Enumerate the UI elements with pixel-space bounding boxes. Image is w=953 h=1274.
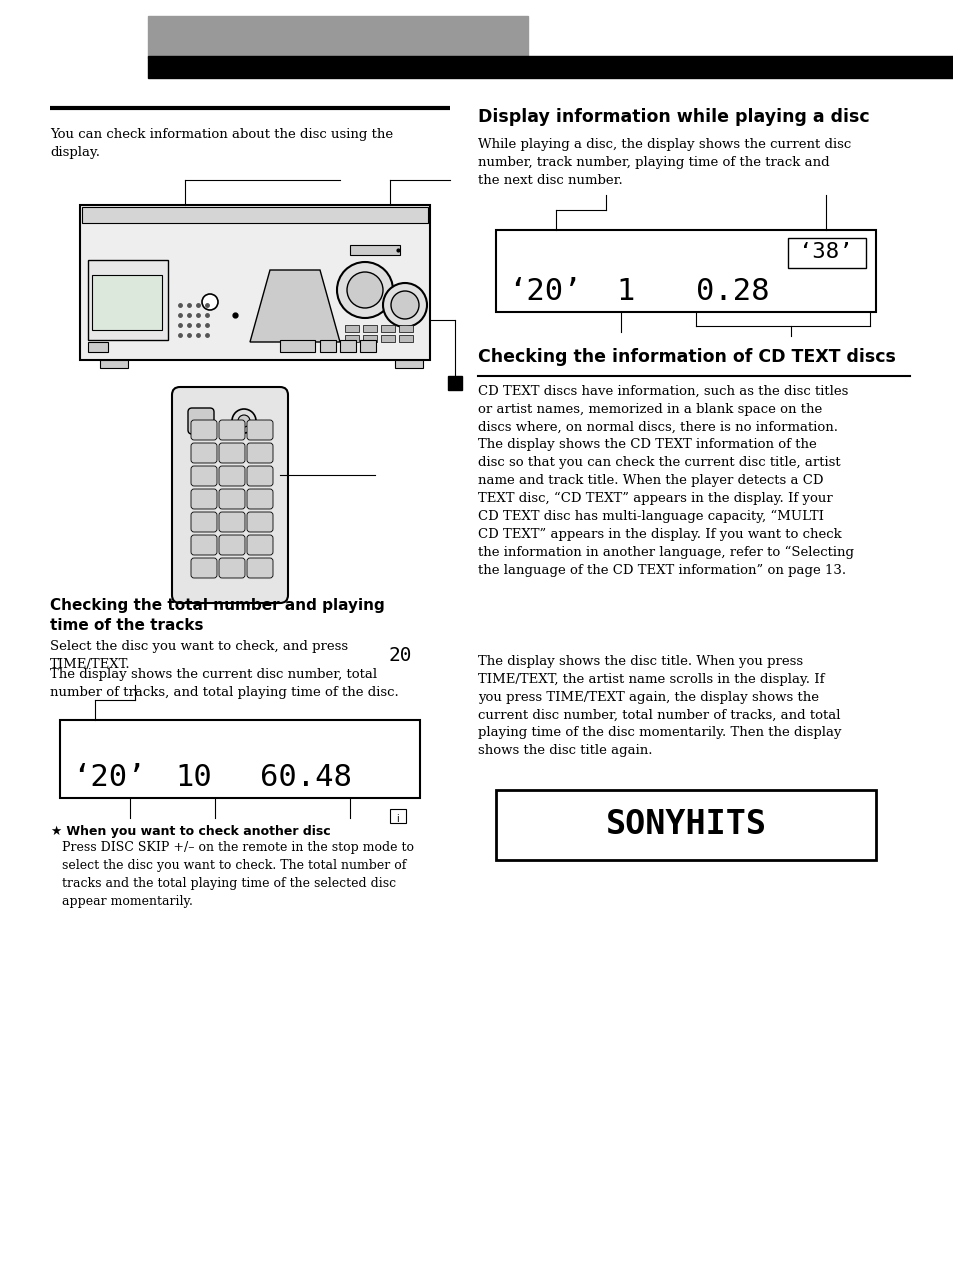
Text: You can check information about the disc using the
display.: You can check information about the disc…	[50, 127, 393, 159]
Bar	[363, 325, 376, 333]
Text: 20: 20	[388, 646, 412, 665]
Text: SONYHITS: SONYHITS	[605, 809, 765, 842]
FancyBboxPatch shape	[191, 558, 216, 578]
FancyBboxPatch shape	[247, 558, 273, 578]
Bar	[100, 361, 128, 368]
Bar	[148, 17, 527, 59]
FancyBboxPatch shape	[219, 512, 245, 533]
Text: The display shows the disc title. When you press
TIME/TEXT, the artist name scro: The display shows the disc title. When y…	[477, 655, 841, 757]
FancyBboxPatch shape	[191, 420, 216, 440]
Bar	[345, 335, 358, 341]
Text: 0.28: 0.28	[696, 276, 769, 306]
Text: 1: 1	[616, 276, 634, 306]
Text: Checking the information of CD TEXT discs: Checking the information of CD TEXT disc…	[477, 348, 895, 366]
FancyBboxPatch shape	[191, 489, 216, 510]
Text: 60.48: 60.48	[260, 763, 352, 792]
Bar	[88, 260, 168, 340]
Text: While playing a disc, the display shows the current disc
number, track number, p: While playing a disc, the display shows …	[477, 138, 850, 187]
Circle shape	[382, 283, 427, 327]
FancyBboxPatch shape	[188, 408, 213, 434]
Bar	[88, 341, 108, 352]
FancyBboxPatch shape	[219, 489, 245, 510]
Text: i: i	[396, 814, 399, 824]
Text: Display information while playing a disc: Display information while playing a disc	[477, 108, 869, 126]
Text: Select the disc you want to check, and press
TIME/TEXT.: Select the disc you want to check, and p…	[50, 640, 348, 671]
FancyBboxPatch shape	[247, 466, 273, 485]
Circle shape	[347, 273, 382, 308]
FancyBboxPatch shape	[191, 512, 216, 533]
Text: 10: 10	[174, 763, 212, 792]
Text: ‘20’: ‘20’	[507, 276, 581, 306]
Bar	[60, 720, 419, 798]
Bar	[319, 340, 335, 352]
Bar	[787, 238, 865, 268]
Bar	[82, 206, 428, 223]
Bar	[496, 790, 875, 860]
Bar	[380, 325, 395, 333]
Circle shape	[202, 294, 218, 310]
FancyBboxPatch shape	[172, 387, 288, 603]
Bar	[345, 325, 358, 333]
FancyBboxPatch shape	[219, 535, 245, 555]
FancyBboxPatch shape	[191, 535, 216, 555]
Circle shape	[237, 415, 250, 427]
FancyBboxPatch shape	[219, 420, 245, 440]
Text: When you want to check another disc: When you want to check another disc	[62, 826, 331, 838]
FancyBboxPatch shape	[247, 443, 273, 462]
Bar	[398, 325, 413, 333]
Bar	[398, 335, 413, 341]
Bar	[339, 340, 355, 352]
Circle shape	[232, 409, 255, 433]
Bar	[390, 809, 406, 823]
Bar	[380, 335, 395, 341]
Text: ★: ★	[50, 826, 61, 838]
Text: ‘20’: ‘20’	[71, 763, 146, 792]
FancyBboxPatch shape	[219, 558, 245, 578]
Bar	[496, 231, 875, 312]
Text: ‘38’: ‘38’	[799, 242, 852, 262]
Text: Checking the total number and playing
time of the tracks: Checking the total number and playing ti…	[50, 598, 384, 633]
Bar	[148, 56, 953, 78]
Bar	[448, 376, 461, 390]
Circle shape	[391, 290, 418, 318]
FancyBboxPatch shape	[219, 466, 245, 485]
FancyBboxPatch shape	[247, 420, 273, 440]
Bar	[350, 245, 399, 255]
Polygon shape	[250, 270, 339, 341]
Bar	[359, 340, 375, 352]
FancyBboxPatch shape	[247, 535, 273, 555]
FancyBboxPatch shape	[191, 443, 216, 462]
FancyBboxPatch shape	[191, 466, 216, 485]
FancyBboxPatch shape	[247, 512, 273, 533]
Bar	[91, 275, 162, 330]
Bar	[80, 205, 430, 361]
FancyBboxPatch shape	[247, 489, 273, 510]
Text: Press DISC SKIP +/– on the remote in the stop mode to
select the disc you want t: Press DISC SKIP +/– on the remote in the…	[62, 841, 414, 908]
Text: CD TEXT discs have information, such as the disc titles
or artist names, memoriz: CD TEXT discs have information, such as …	[477, 385, 853, 577]
Circle shape	[336, 262, 393, 318]
Bar	[280, 340, 314, 352]
Bar	[395, 361, 422, 368]
FancyBboxPatch shape	[219, 443, 245, 462]
Text: The display shows the current disc number, total
number of tracks, and total pla: The display shows the current disc numbe…	[50, 668, 398, 699]
Bar	[363, 335, 376, 341]
